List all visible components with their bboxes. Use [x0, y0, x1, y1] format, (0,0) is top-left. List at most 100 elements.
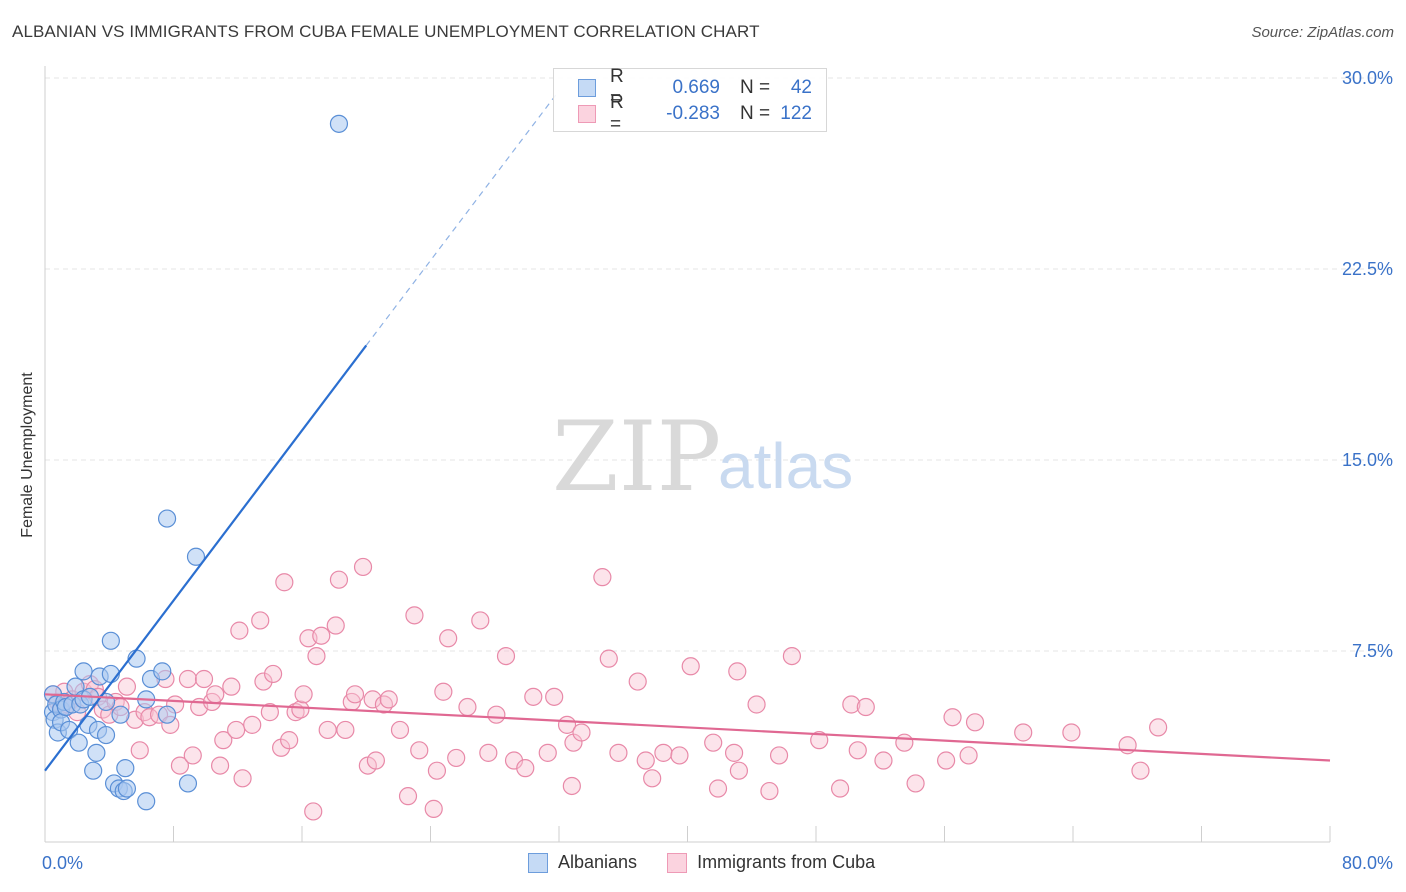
data-point-cuba	[294, 685, 313, 704]
data-point-albanians	[117, 779, 137, 798]
gridlines	[45, 77, 1392, 652]
data-point-cuba	[291, 700, 310, 719]
data-point-cuba	[345, 685, 365, 704]
legend-row-albanians: R = 0.669 N = 42	[578, 66, 812, 109]
data-point-cuba	[222, 677, 241, 696]
data-point-albanians	[157, 509, 177, 528]
data-point-albanians	[87, 743, 106, 762]
data-point-cuba	[312, 626, 331, 645]
data-point-albanians	[116, 759, 135, 778]
data-point-cuba	[628, 672, 647, 691]
legend-item-cuba[interactable]: Immigrants from Cuba	[667, 852, 875, 873]
data-point-cuba	[562, 776, 581, 796]
data-point-cuba	[251, 611, 270, 630]
data-point-cuba	[856, 697, 875, 717]
data-point-albanians	[153, 662, 172, 681]
legend-swatch-blue	[578, 79, 596, 97]
data-point-cuba	[1149, 718, 1168, 737]
y-tick-label: 7.5%	[1352, 641, 1393, 661]
data-point-cuba	[210, 756, 230, 775]
data-point-cuba	[424, 799, 443, 818]
legend-item-albanians[interactable]: Albanians	[528, 852, 637, 873]
x-tick-label: 0.0%	[42, 853, 83, 873]
data-point-cuba	[747, 695, 766, 714]
data-point-cuba	[609, 743, 628, 762]
data-point-cuba	[366, 751, 385, 770]
data-point-cuba	[183, 746, 202, 765]
data-point-cuba	[230, 621, 249, 640]
data-point-cuba	[471, 611, 490, 630]
data-point-cuba	[842, 695, 861, 714]
data-point-albanians	[101, 631, 120, 650]
data-point-cuba	[572, 723, 591, 742]
data-point-cuba	[810, 731, 829, 750]
data-point-cuba	[233, 769, 252, 788]
data-point-albanians	[96, 725, 116, 745]
legend-r-value: 0.669	[672, 77, 720, 98]
legend-n-value: 122	[780, 103, 812, 124]
legend-row-cuba: R = -0.283 N = 122	[578, 92, 812, 135]
data-point-albanians	[84, 761, 103, 780]
data-point-cuba	[1014, 723, 1033, 742]
data-point-cuba	[1062, 723, 1081, 742]
data-point-cuba	[318, 720, 337, 740]
data-point-cuba	[214, 731, 233, 750]
data-point-cuba	[353, 557, 373, 577]
data-point-cuba	[636, 751, 655, 770]
data-point-cuba	[681, 657, 700, 676]
data-point-cuba	[304, 802, 323, 821]
data-point-cuba	[405, 606, 424, 625]
data-point-cuba	[427, 761, 447, 780]
data-point-albanians	[111, 705, 130, 724]
trend-line-albanians	[44, 344, 368, 772]
data-point-cuba	[670, 746, 689, 765]
data-point-cuba	[782, 646, 802, 666]
data-point-cuba	[704, 733, 723, 752]
data-point-cuba	[194, 669, 214, 689]
data-point-albanians	[137, 792, 156, 811]
data-point-cuba	[538, 743, 557, 762]
data-point-cuba	[206, 685, 225, 704]
data-point-cuba	[117, 677, 137, 696]
data-point-cuba	[769, 746, 789, 765]
legend-swatch-pink	[578, 105, 596, 123]
data-point-cuba	[398, 787, 418, 806]
trend-extension-albanians	[365, 90, 560, 346]
data-point-cuba	[906, 774, 925, 793]
data-point-cuba	[654, 743, 673, 762]
data-point-albanians	[186, 547, 206, 566]
data-point-cuba	[545, 687, 564, 706]
data-point-cuba	[965, 713, 985, 732]
data-point-cuba	[724, 743, 744, 762]
data-point-cuba	[130, 741, 149, 760]
data-point-cuba	[593, 568, 612, 587]
y-tick-label: 15.0%	[1342, 450, 1393, 470]
legend-r-label: R =	[610, 66, 624, 109]
data-point-cuba	[895, 733, 914, 752]
data-point-cuba	[524, 687, 543, 706]
y-tick-label: 22.5%	[1342, 259, 1393, 279]
data-point-cuba	[263, 664, 283, 684]
data-point-cuba	[434, 682, 453, 701]
data-point-cuba	[439, 629, 458, 648]
data-point-cuba	[280, 731, 299, 750]
data-point-cuba	[326, 616, 345, 635]
data-point-cuba	[516, 759, 535, 778]
legend-n-value: 42	[790, 77, 812, 98]
series-legend: Albanians Immigrants from Cuba	[528, 852, 905, 873]
data-point-albanians	[74, 662, 93, 681]
data-point-cuba	[227, 720, 246, 740]
data-point-cuba	[458, 697, 477, 717]
source-label: Source: ZipAtlas.com	[1251, 24, 1394, 41]
data-point-cuba	[729, 761, 749, 780]
data-point-albanians	[157, 705, 177, 724]
data-point-cuba	[496, 646, 516, 666]
data-point-cuba	[643, 769, 662, 788]
chart-title: ALBANIAN VS IMMIGRANTS FROM CUBA FEMALE …	[12, 22, 760, 41]
data-point-cuba	[479, 743, 498, 762]
data-point-albanians	[178, 774, 198, 793]
data-point-albanians	[69, 733, 88, 752]
data-point-cuba	[708, 779, 728, 798]
legend-swatch-blue	[528, 852, 548, 873]
